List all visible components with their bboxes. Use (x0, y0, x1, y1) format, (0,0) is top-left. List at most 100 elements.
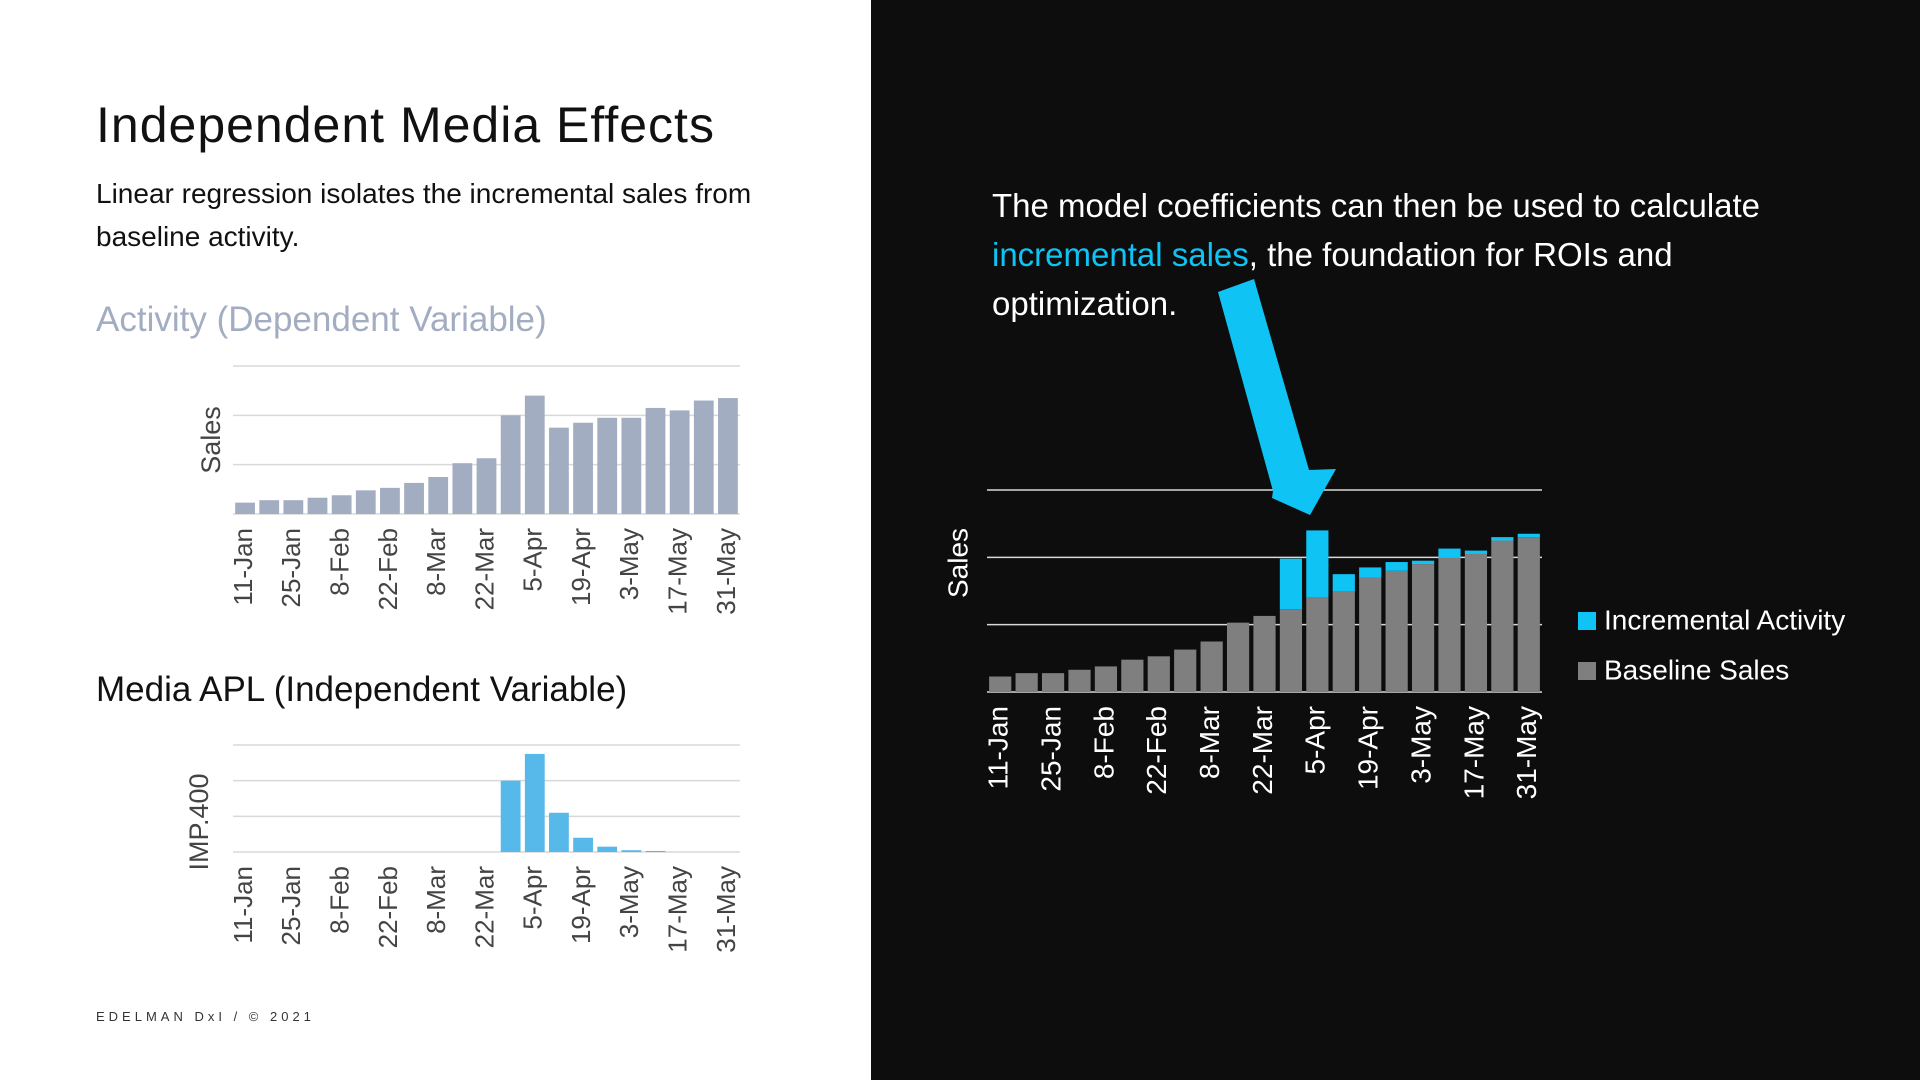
bar-baseline-sales (1411, 564, 1435, 692)
bar (404, 482, 424, 514)
x-tick-label: 31-May (711, 528, 741, 615)
bar (597, 846, 618, 852)
bar (235, 502, 255, 514)
x-tick-label: 25-Jan (1035, 706, 1066, 792)
bar (718, 398, 738, 514)
x-tick-label: 11-Jan (228, 528, 258, 606)
sales-decomposition-chart: 11-Jan 25-Jan 8-Feb 22-Feb 8-Mar 22-Mar 5-Apr 1… (942, 489, 1542, 799)
bar-baseline-sales (1464, 553, 1488, 692)
x-tick-label: 25-Jan (276, 866, 306, 946)
legend-label: Incremental Activity (1604, 604, 1845, 635)
bar (573, 422, 593, 514)
right-panel (871, 0, 1920, 1080)
x-tick-label: 11-Jan (228, 866, 258, 944)
x-tick-label: 31-May (711, 866, 741, 953)
bar (428, 477, 449, 514)
activity-chart: 11-Jan 25-Jan 8-Feb 22-Feb 8-Mar 22-Mar 5-Apr 1… (196, 365, 741, 615)
y-axis-label: Sales (196, 406, 226, 474)
x-tick-label: 17-May (663, 528, 693, 615)
x-tick-label: 3-May (614, 866, 644, 938)
x-tick-label: 8-Mar (421, 528, 451, 596)
bar (621, 850, 642, 852)
x-tick-label: 19-Apr (1353, 706, 1384, 790)
x-tick-label: 17-May (663, 866, 693, 953)
x-tick-label: 8-Feb (325, 528, 355, 596)
callout-text-end: , the foundation for ROIs and optimizati… (992, 236, 1673, 322)
bar (283, 500, 304, 514)
callout-text-start: The model coefficients can then be used … (992, 187, 1761, 224)
bar (693, 400, 714, 514)
x-tick-label: 8-Mar (421, 866, 451, 934)
bar (476, 458, 497, 514)
x-tick-label: 5-Apr (1300, 706, 1331, 774)
bar-baseline-sales (1491, 540, 1514, 692)
media-chart: 11-Jan 25-Jan 8-Feb 22-Feb 8-Mar 22-Mar 5-Apr 1… (184, 744, 741, 953)
x-tick-label: 25-Jan (276, 528, 306, 608)
bar-incremental-activity (1332, 574, 1355, 591)
x-tick-label: 22-Mar (469, 528, 499, 611)
x-tick-label: 22-Feb (373, 866, 403, 948)
x-tick-label: 3-May (1405, 706, 1436, 784)
x-tick-label: 8-Feb (1088, 706, 1119, 779)
bar-incremental-activity (1411, 560, 1435, 565)
callout-arrow-icon (1218, 279, 1336, 515)
bar (597, 417, 618, 514)
bar-baseline-sales (1068, 669, 1091, 692)
bar-incremental-activity (1438, 548, 1461, 558)
bar (621, 417, 642, 514)
legend-swatch (1578, 662, 1596, 680)
chart-legend: Incremental Activity Baseline Sales (1578, 604, 1845, 685)
bar (500, 780, 521, 852)
bar-baseline-sales (1147, 656, 1170, 692)
x-tick-label: 8-Feb (325, 866, 355, 934)
x-tick-label: 5-Apr (518, 528, 548, 592)
bar-incremental-activity (1464, 550, 1488, 554)
bar-incremental-activity (1491, 537, 1514, 541)
bar (307, 497, 328, 514)
legend-swatch (1578, 612, 1596, 630)
bar (549, 427, 569, 514)
bar-baseline-sales (1121, 659, 1144, 692)
callout-text: The model coefficients can then be used … (992, 181, 1852, 328)
footer-credit: EDELMAN DxI / © 2021 (96, 1009, 315, 1024)
x-tick-label: 17-May (1458, 706, 1489, 799)
x-tick-label: 19-Apr (566, 528, 596, 606)
bar (355, 490, 376, 514)
bar-baseline-sales (1306, 597, 1329, 692)
x-tick-label: 22-Mar (1247, 706, 1278, 795)
left-panel (0, 0, 871, 1080)
bar-incremental-activity (1279, 558, 1303, 610)
bar-baseline-sales (1385, 570, 1408, 692)
x-tick-label: 3-May (614, 528, 644, 600)
bar-baseline-sales (1094, 666, 1118, 692)
bar (645, 850, 666, 852)
bar-baseline-sales (1517, 537, 1540, 692)
bar-incremental-activity (1359, 567, 1382, 578)
bar-baseline-sales (1041, 673, 1065, 692)
bar-baseline-sales (1226, 622, 1250, 692)
bar (669, 410, 690, 514)
legend-label: Baseline Sales (1604, 654, 1789, 685)
bar (645, 407, 666, 514)
bar-incremental-activity (1385, 562, 1408, 571)
slide-title: Independent Media Effects (96, 97, 715, 153)
x-tick-label: 22-Feb (373, 528, 403, 610)
bar-incremental-activity (1306, 530, 1329, 598)
bar-baseline-sales (1279, 609, 1303, 692)
bar-baseline-sales (1174, 649, 1197, 692)
x-tick-label: 8-Mar (1194, 706, 1225, 779)
bar-baseline-sales (1359, 577, 1382, 692)
bar-baseline-sales (1200, 641, 1223, 692)
bar (500, 415, 521, 514)
x-tick-label: 19-Apr (566, 866, 596, 944)
slide-subtitle: Linear regression isolates the increment… (96, 178, 752, 252)
bar (524, 395, 545, 514)
x-tick-label: 11-Jan (983, 706, 1014, 790)
bar-baseline-sales (989, 676, 1012, 692)
bar-baseline-sales (1332, 591, 1355, 692)
activity-section-heading: Activity (Dependent Variable) (96, 300, 547, 339)
y-axis-label: Sales (942, 528, 973, 598)
bar (259, 500, 280, 514)
callout-highlight: incremental sales (992, 236, 1249, 273)
